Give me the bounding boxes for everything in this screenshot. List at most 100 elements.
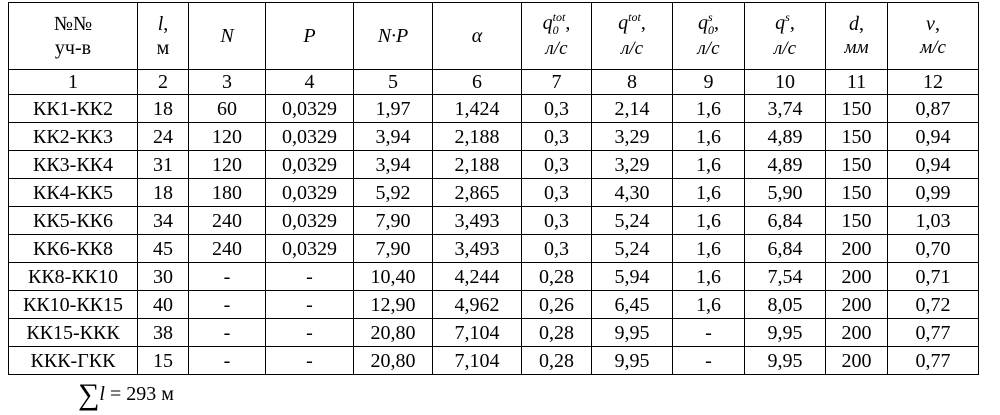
column-number: 10 (744, 69, 826, 95)
cell: 0,87 (887, 94, 979, 123)
cell: 120 (188, 150, 266, 179)
cell: 0,28 (521, 318, 592, 347)
column-number: 9 (672, 69, 745, 95)
cell: 3,74 (744, 94, 826, 123)
cell: 4,244 (432, 262, 522, 291)
header-symbol: q (542, 11, 553, 34)
cell: 1,6 (672, 234, 745, 263)
sum-text: = 293 м (109, 383, 174, 405)
cell: - (672, 346, 745, 375)
cell: - (188, 290, 266, 319)
column-number: 4 (265, 69, 354, 95)
cell: 2,14 (591, 94, 673, 123)
cell: 3,29 (591, 122, 673, 151)
cell: 9,95 (591, 318, 673, 347)
subscript: 0 (552, 23, 559, 38)
cell: 5,24 (591, 234, 673, 263)
cell: 7,104 (432, 318, 522, 347)
data-row: КК8-КК10 30- -10,40 4,244 0,28 5,94 1,6 7,54 200… (8, 262, 979, 291)
cell: 0,28 (521, 262, 592, 291)
cell: 200 (825, 290, 888, 319)
cell: - (265, 318, 354, 347)
cell: КК1-КК2 (8, 94, 138, 123)
header-cell: P (265, 2, 354, 70)
header-unit: л/с (774, 38, 796, 60)
header-symbol: q (618, 11, 629, 34)
header-unit: л/с (697, 38, 720, 60)
cell: 200 (825, 234, 888, 263)
cell: 7,104 (432, 346, 522, 375)
cell: 8,05 (744, 290, 826, 319)
cell: 4,89 (744, 122, 826, 151)
cell: 2,188 (432, 150, 522, 179)
number-row: 1 2 3 4 5 6 7 8 9 10 11 12 (8, 69, 979, 95)
cell: КК6-КК8 (8, 234, 138, 263)
column-number: 5 (353, 69, 433, 95)
cell: 2,188 (432, 122, 522, 151)
cell: - (188, 262, 266, 291)
cell: - (672, 318, 745, 347)
header-comma: , (640, 11, 646, 34)
cell: 7,90 (353, 234, 433, 263)
header-unit: мм (844, 37, 869, 58)
header-symbol: q (698, 11, 708, 34)
header-symbol-line: N (192, 24, 262, 48)
cell: 0,3 (521, 206, 592, 235)
header-symbol: P (303, 25, 316, 47)
cell: 0,3 (521, 94, 592, 123)
cell: 1,03 (887, 206, 979, 235)
cell: 120 (188, 122, 266, 151)
cell: 31 (137, 150, 189, 179)
header-line: уч-в (54, 37, 92, 59)
cell: 10,40 (353, 262, 433, 291)
cell: 0,99 (887, 178, 979, 207)
header-cell: d, мм (825, 2, 888, 70)
column-number: 2 (137, 69, 189, 95)
cell: КК15-ККК (8, 318, 138, 347)
cell: 6,84 (744, 206, 826, 235)
cell: 6,84 (744, 234, 826, 263)
cell: 1,6 (672, 94, 745, 123)
cell: 0,3 (521, 150, 592, 179)
cell: 30 (137, 262, 189, 291)
header-cell: l, м (137, 2, 189, 70)
cell: 0,94 (887, 150, 979, 179)
cell: 5,92 (353, 178, 433, 207)
cell: 240 (188, 206, 266, 235)
header-row: №№ уч-в l, м N P N·P α q tot 0, л/с q tot , л/с q s 0, л/с… (8, 2, 979, 70)
cell: 3,29 (591, 150, 673, 179)
cell: 0,0329 (265, 122, 354, 151)
column-number: 6 (432, 69, 522, 95)
cell: 0,26 (521, 290, 592, 319)
header-unit: м (156, 37, 170, 59)
cell: 0,94 (887, 122, 979, 151)
superscript: tot (552, 10, 566, 25)
column-number: 12 (887, 69, 979, 95)
data-row: КК10-КК15 40- -12,90 4,962 0,26 6,45 1,6 8,05 20… (8, 290, 979, 319)
column-number: 8 (591, 69, 673, 95)
cell: 60 (188, 94, 266, 123)
cell: 7,90 (353, 206, 433, 235)
cell: 7,54 (744, 262, 826, 291)
cell: 9,95 (744, 318, 826, 347)
superscript: s (785, 10, 790, 25)
header-unit: м/с (920, 37, 946, 58)
cell: 20,80 (353, 318, 433, 347)
cell: 3,493 (432, 234, 522, 263)
data-row: КК3-КК4 31 120 0,0329 3,94 2,188 0,3 3,29 1,6 4,8… (8, 150, 979, 179)
header-unit: л/с (545, 38, 568, 60)
cell: 0,0329 (265, 206, 354, 235)
header-cell: q s 0, л/с (672, 2, 745, 70)
cell: 24 (137, 122, 189, 151)
data-row: КК4-КК5 18 180 0,0329 5,92 2,865 0,3 4,30 1,6 5,9… (8, 178, 979, 207)
cell: 0,0329 (265, 94, 354, 123)
script-stack: tot 0 (553, 11, 566, 37)
data-row: КК15-ККК 38- -20,80 7,104 0,28 9,95-9,95 200 0,… (8, 318, 979, 347)
column-number: 11 (825, 69, 888, 95)
cell: 1,424 (432, 94, 522, 123)
cell: 150 (825, 150, 888, 179)
